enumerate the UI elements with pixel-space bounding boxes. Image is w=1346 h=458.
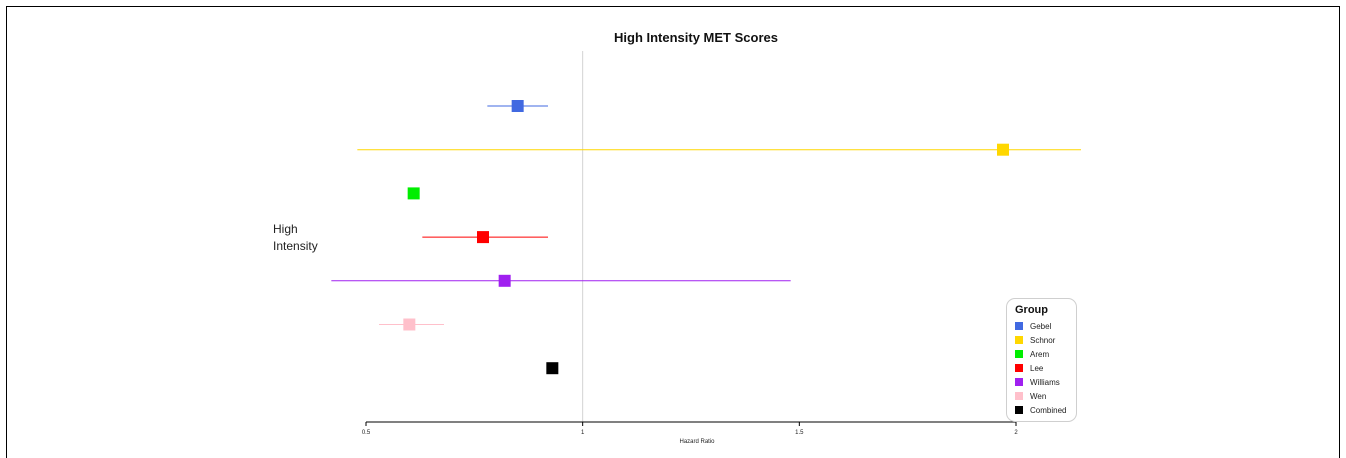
legend-item-schnor: Schnor (1015, 333, 1076, 347)
legend-title: Group (1015, 304, 1048, 316)
series-wen (379, 318, 444, 331)
point-lee (477, 231, 489, 244)
legend-items: Gebel Schnor Arem Lee Williams Wen Combined (1015, 319, 1076, 417)
plot-frame (6, 6, 1340, 458)
x-tick-label: 0.5 (362, 430, 371, 436)
legend-item-combined: Combined (1015, 403, 1076, 417)
legend-label: Gebel (1030, 321, 1052, 331)
point-combined (546, 362, 559, 375)
legend-swatch (1015, 392, 1023, 400)
point-williams (498, 274, 511, 287)
legend-swatch (1015, 350, 1023, 358)
legend-label: Arem (1030, 349, 1050, 359)
legend-swatch (1015, 322, 1023, 330)
legend-swatch (1015, 406, 1023, 414)
legend-item-wen: Wen (1015, 389, 1076, 403)
series-schnor (357, 143, 1081, 156)
legend: Group Gebel Schnor Arem Lee Williams Wen Combi… (1006, 298, 1077, 422)
row-label-line-1: High (273, 222, 298, 236)
legend-label: Williams (1030, 377, 1060, 387)
legend-item-gebel: Gebel (1015, 319, 1076, 333)
point-wen (403, 318, 416, 331)
series-williams (331, 274, 791, 287)
series-arem (407, 187, 420, 200)
legend-item-lee: Lee (1015, 361, 1076, 375)
legend-label: Wen (1030, 391, 1047, 401)
series-group (331, 100, 1081, 375)
legend-swatch (1015, 378, 1023, 386)
series-combined (546, 362, 559, 375)
point-gebel (511, 100, 524, 112)
point-arem (407, 187, 420, 200)
row-label-line-2: Intensity (273, 239, 318, 253)
x-axis: 0.5 1 1.5 2 (362, 421, 1018, 436)
legend-label: Combined (1030, 405, 1067, 415)
series-lee (422, 231, 548, 244)
legend-label: Lee (1030, 363, 1044, 373)
legend-item-williams: Williams (1015, 375, 1076, 389)
x-axis-label: Hazard Ratio (679, 439, 715, 445)
legend-swatch (1015, 364, 1023, 372)
point-schnor (997, 143, 1009, 156)
legend-label: Schnor (1030, 335, 1056, 345)
chart-title: High Intensity MET Scores (614, 30, 778, 45)
x-tick-label: 2 (1014, 430, 1018, 436)
x-tick-label: 1 (581, 430, 585, 436)
x-tick-label: 1.5 (795, 430, 804, 436)
legend-item-arem: Arem (1015, 347, 1076, 361)
series-gebel (487, 100, 548, 112)
legend-swatch (1015, 336, 1023, 344)
